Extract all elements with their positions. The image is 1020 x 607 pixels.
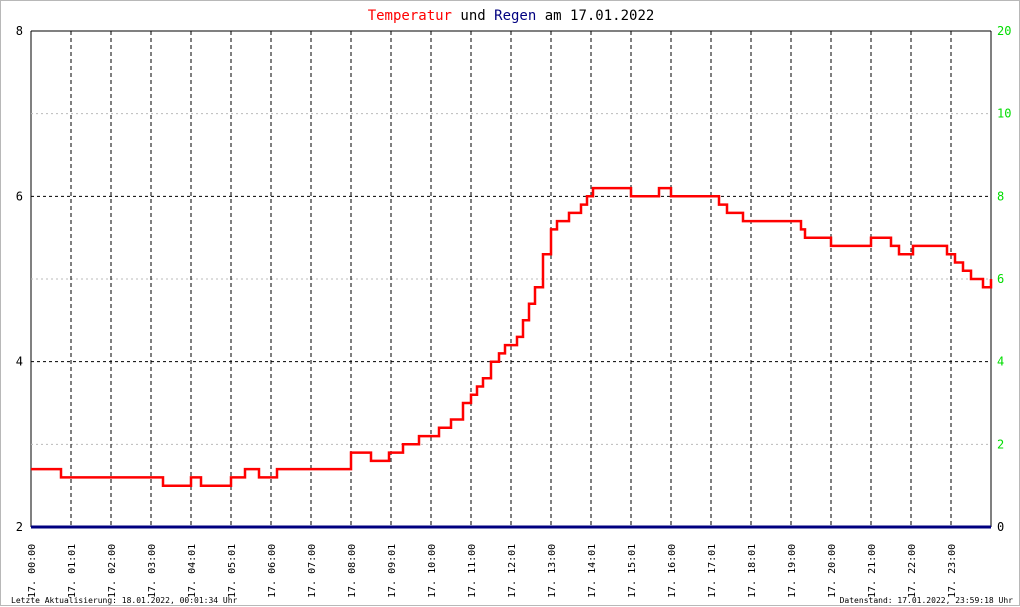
series-group (31, 186, 993, 529)
x-tick-label: 17. 08:00 (347, 544, 358, 598)
y-right-tick-label: 6 (997, 272, 1004, 286)
y-right-tick-label: 10 (997, 107, 1011, 121)
x-tick-label: 17. 04:01 (187, 544, 198, 598)
title-date: am 17.01.2022 (536, 8, 654, 24)
y-left-tick-label: 8 (16, 24, 23, 38)
y-right-tick-label: 4 (997, 355, 1004, 369)
x-tick-label: 17. 07:00 (307, 544, 318, 598)
y-left-tick-label: 6 (16, 189, 23, 203)
title-temperature: Temperatur (368, 8, 452, 24)
x-tick-label: 17. 20:00 (827, 544, 838, 598)
x-tick-label: 17. 02:00 (107, 544, 118, 598)
x-tick-label: 17. 21:00 (867, 544, 878, 598)
y-right-tick-label: 0 (997, 520, 1004, 534)
footer-data-status: Datenstand: 17.01.2022, 23:59:18 Uhr (840, 596, 1014, 605)
y-axis-left-ticks: 2 4 6 8 (16, 24, 23, 534)
grid-lines (30, 30, 992, 527)
x-tick-label: 17. 06:00 (267, 544, 278, 598)
x-tick-label: 17. 17:01 (707, 544, 718, 598)
x-tick-label: 17. 15:01 (627, 544, 638, 598)
y-right-tick-label: 20 (997, 24, 1011, 38)
x-tick-label: 17. 14:01 (587, 544, 598, 598)
y-axis-right-ticks: 0 2 4 6 8 10 20 (997, 24, 1011, 534)
x-tick-label: 17. 23:00 (947, 544, 958, 598)
x-tick-label: 17. 18:01 (747, 544, 758, 598)
x-tick-label: 17. 11:00 (467, 544, 478, 598)
x-tick-label: 17. 12:01 (507, 544, 518, 598)
chart-title: Temperatur und Regen am 17.01.2022 (368, 8, 655, 24)
title-rain: Regen (494, 8, 536, 24)
x-tick-label: 17. 00:00 (27, 544, 38, 598)
x-tick-label: 17. 16:00 (667, 544, 678, 598)
x-tick-label: 17. 01:01 (67, 544, 78, 598)
temperature-line (31, 186, 993, 487)
x-tick-label: 17. 19:00 (787, 544, 798, 598)
y-left-tick-label: 4 (16, 355, 23, 369)
x-tick-label: 17. 22:00 (907, 544, 918, 598)
x-tick-label: 17. 05:01 (227, 544, 238, 598)
y-left-tick-label: 2 (16, 520, 23, 534)
x-tick-label: 17. 13:00 (547, 544, 558, 598)
title-connector: und (452, 8, 494, 24)
y-right-tick-label: 8 (997, 189, 1004, 203)
y-right-tick-label: 2 (997, 437, 1004, 451)
x-tick-label: 17. 03:00 (147, 544, 158, 598)
x-tick-label: 17. 09:01 (387, 544, 398, 598)
x-axis-ticks: 17. 00:00 17. 01:01 17. 02:00 17. 03:00 17. … (27, 544, 958, 598)
x-tick-label: 17. 10:00 (427, 544, 438, 598)
footer-last-update: Letzte Aktualisierung: 18.01.2022, 00:01… (11, 596, 238, 605)
